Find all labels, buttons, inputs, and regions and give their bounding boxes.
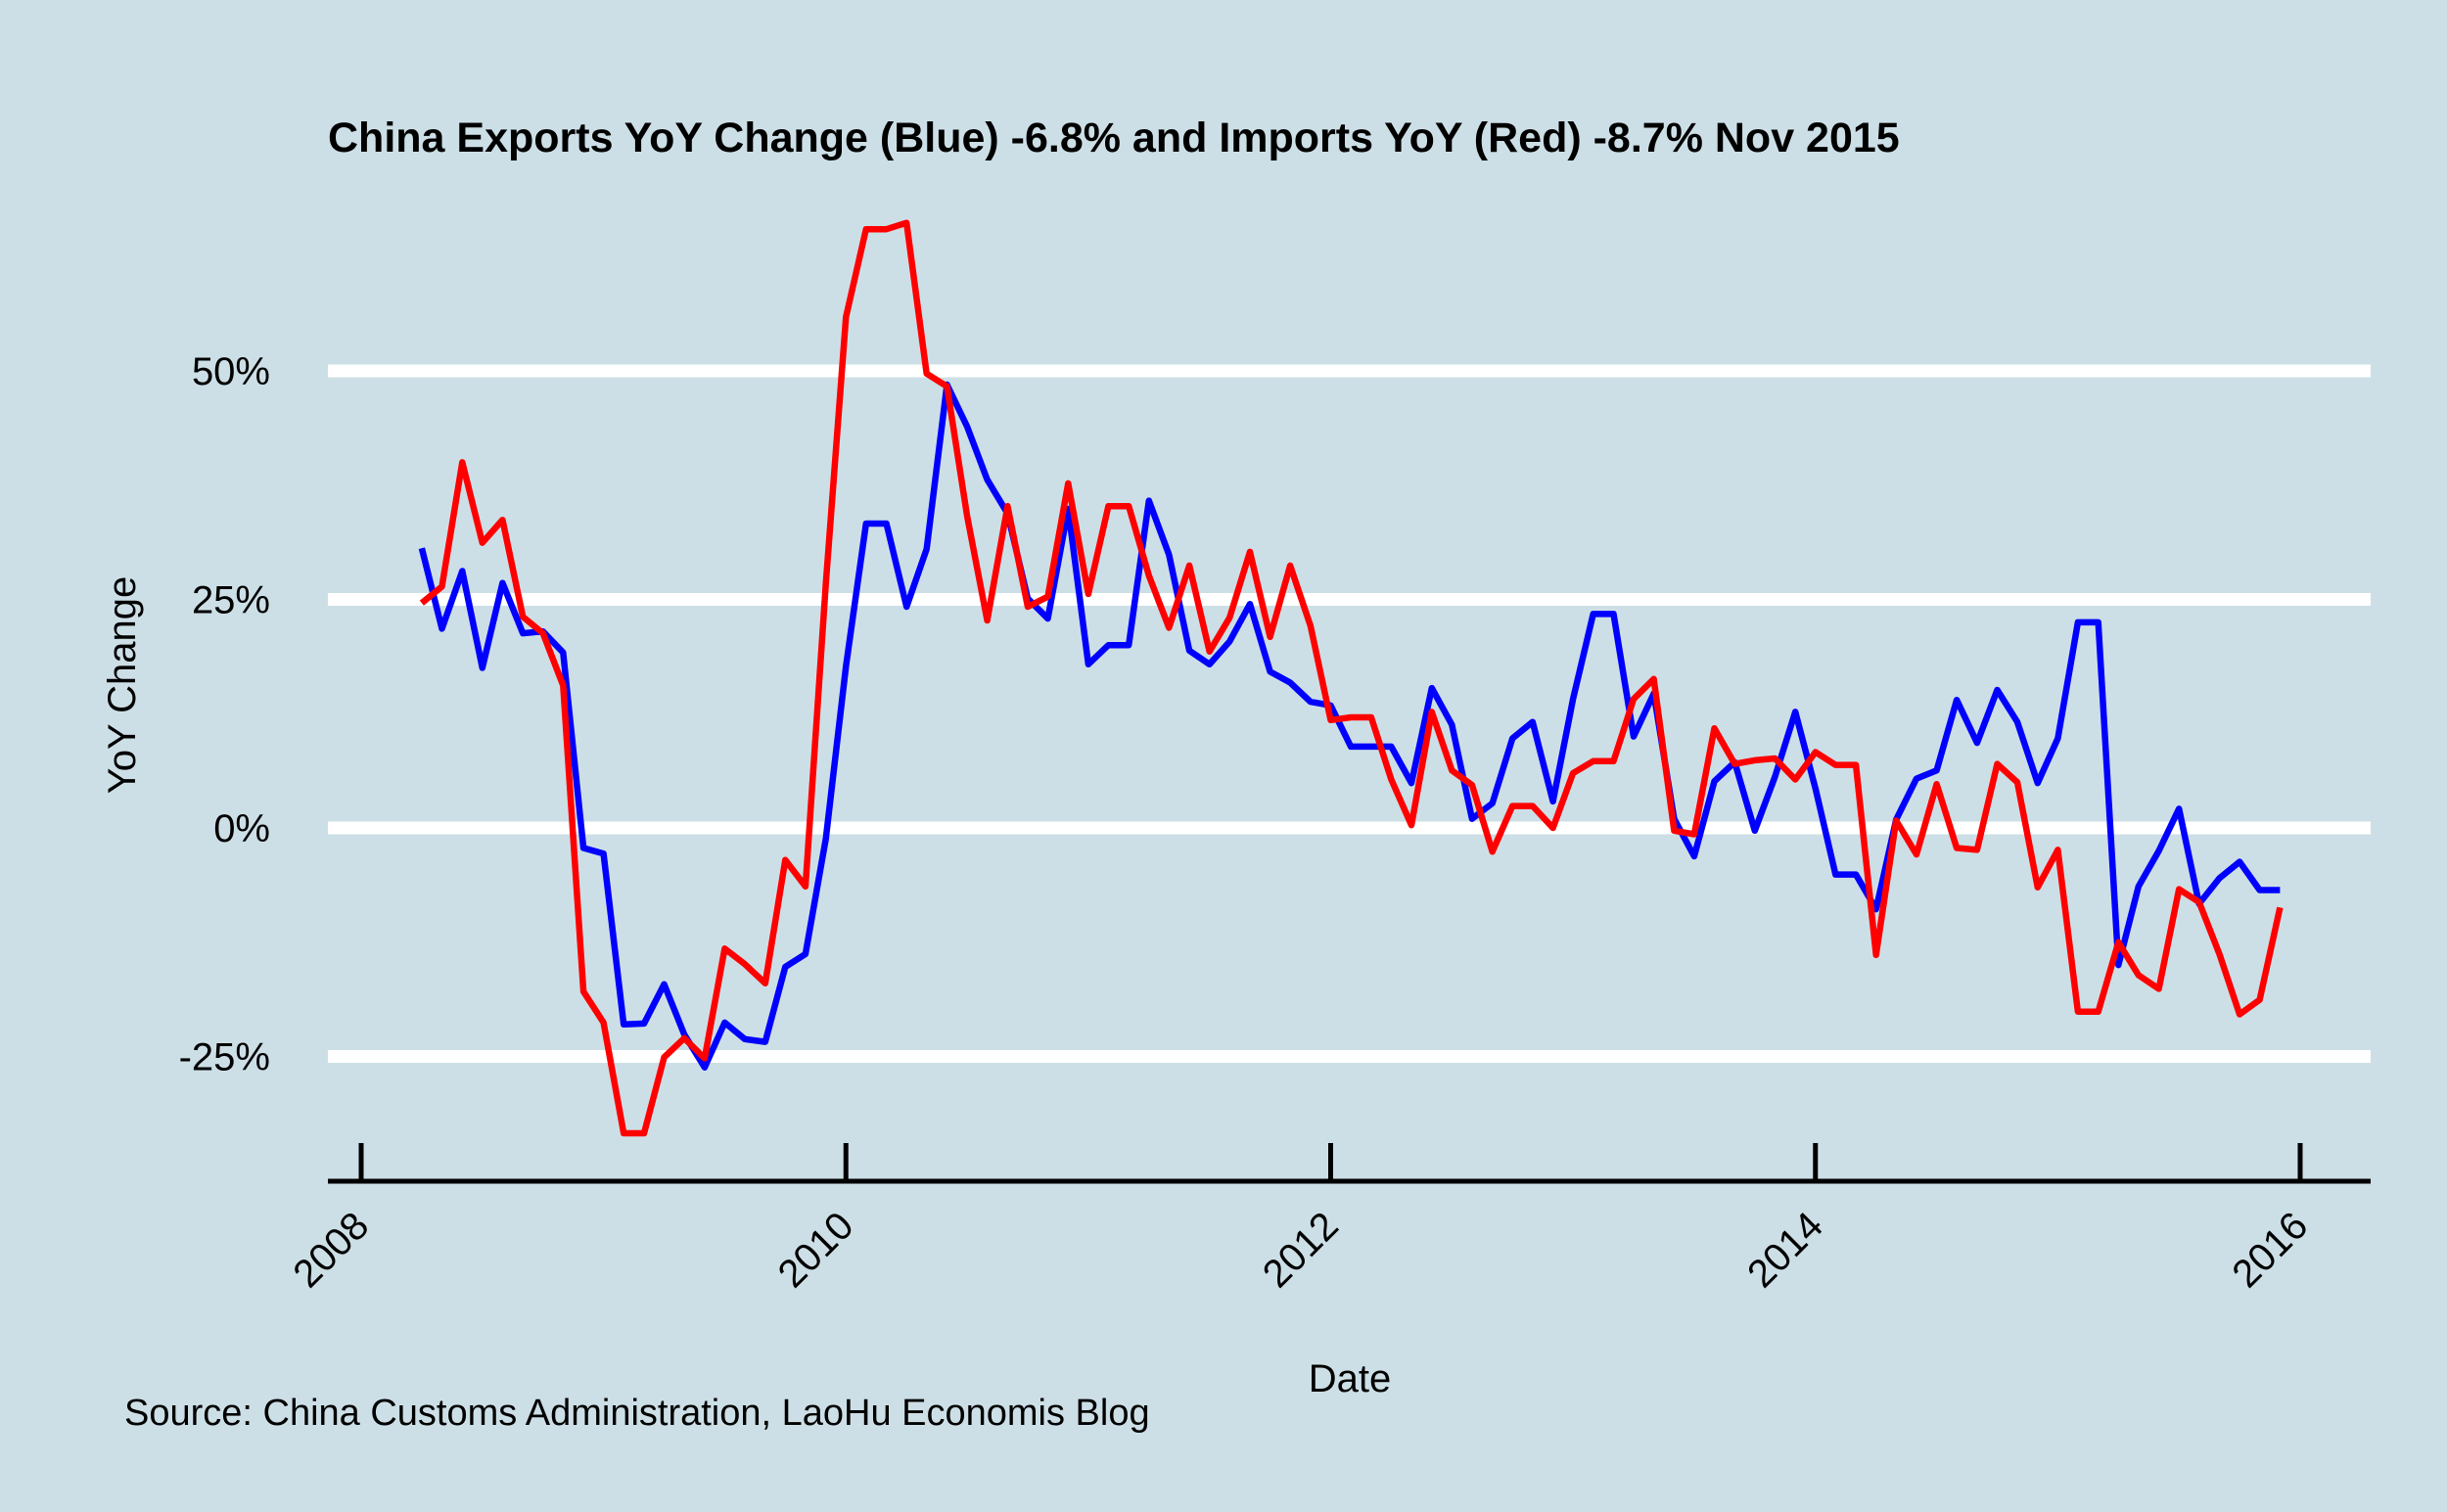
y-axis: -25% 0% 25% 50% xyxy=(179,350,270,1079)
x-axis-label: Date xyxy=(1309,1357,1392,1400)
y-tick-label: 50% xyxy=(192,350,270,393)
source-caption: Source: China Customs Administration, La… xyxy=(124,1393,1150,1434)
x-tick-label: 2010 xyxy=(770,1204,862,1296)
y-axis-label: YoY Change xyxy=(101,576,144,794)
gridlines xyxy=(328,364,2371,1063)
y-tick-label: 0% xyxy=(213,807,270,850)
series-group xyxy=(418,219,2284,1137)
x-tick-label: 2008 xyxy=(285,1204,377,1296)
series-line-1 xyxy=(419,219,2284,1137)
x-tick-label: 2012 xyxy=(1255,1204,1347,1296)
chart-title: China Exports YoY Change (Blue) -6.8% an… xyxy=(328,115,1900,161)
series-line-0 xyxy=(418,381,2281,1071)
y-tick-label: 25% xyxy=(192,579,270,622)
x-tick-label: 2016 xyxy=(2224,1204,2316,1296)
x-tick-label: 2014 xyxy=(1739,1204,1831,1296)
y-tick-label: -25% xyxy=(179,1036,270,1079)
x-axis: 2008 2010 2012 2014 2016 xyxy=(285,1143,2371,1296)
